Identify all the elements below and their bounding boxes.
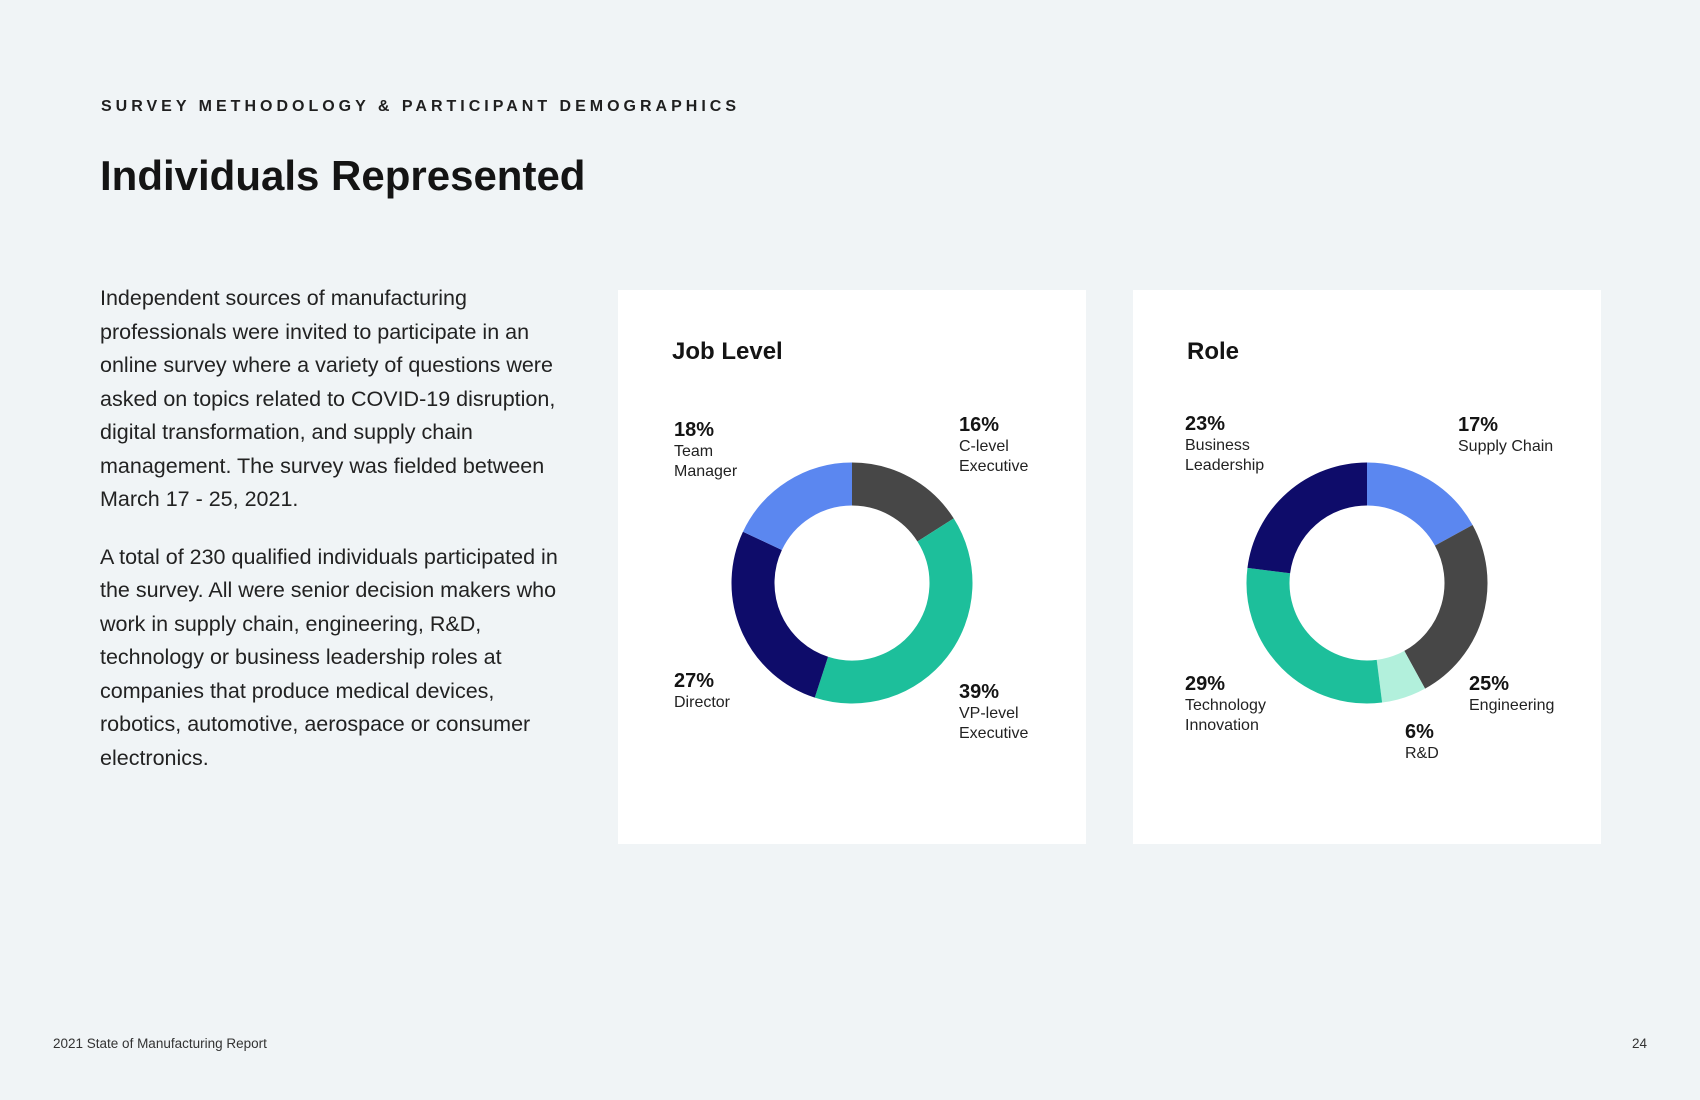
role-label-r-and-d: 6% R&D [1405, 720, 1439, 764]
role-label-technology-innovation: 29% Technology Innovation [1185, 672, 1266, 735]
donut-slice-3 [742, 462, 853, 551]
slice-name: Supply Chain [1458, 438, 1554, 455]
slice-name: Director [674, 694, 731, 711]
donut-slice-1 [1403, 524, 1488, 689]
intro-text: Independent sources of manufacturing pro… [100, 282, 570, 799]
slice-name: Engineering [1469, 697, 1555, 714]
donut-slice-4 [1247, 462, 1368, 575]
footer-report-name: 2021 State of Manufacturing Report [53, 1036, 267, 1051]
slice-percent: 39% [959, 681, 1000, 703]
donut-slice-0 [851, 462, 954, 543]
donut-slice-3 [1246, 567, 1383, 704]
slice-percent: 6% [1405, 721, 1434, 743]
slice-name: C-level Executive [959, 438, 1029, 475]
job-level-card: Job Level 16% C-level Executive 39% VP-l… [618, 290, 1086, 844]
role-label-supply-chain: 17% Supply Chain [1458, 413, 1553, 457]
role-donut [1246, 462, 1488, 704]
job-level-label-c-level: 16% C-level Executive [959, 413, 1028, 476]
footer-page-number: 24 [1632, 1036, 1648, 1051]
slice-name: R&D [1405, 745, 1439, 762]
job-level-label-director: 27% Director [674, 669, 730, 713]
donut-slice-0 [1366, 462, 1473, 547]
slice-percent: 17% [1458, 414, 1499, 436]
slice-percent: 18% [674, 419, 715, 441]
slice-name: VP-level Executive [959, 705, 1029, 742]
slice-name: Business Leadership [1185, 437, 1265, 474]
role-label-business-leadership: 23% Business Leadership [1185, 412, 1264, 475]
donut-slice-2 [731, 531, 829, 698]
job-level-label-team-manager: 18% Team Manager [674, 418, 737, 481]
role-label-engineering: 25% Engineering [1469, 672, 1554, 716]
job-level-title: Job Level [672, 338, 783, 365]
slice-percent: 25% [1469, 673, 1510, 695]
slice-name: Technology Innovation [1185, 697, 1266, 734]
job-level-donut [731, 462, 973, 704]
donut-slice-1 [814, 518, 973, 704]
role-card: Role 17% Supply Chain 25% Engineering 6%… [1133, 290, 1601, 844]
slice-percent: 16% [959, 414, 1000, 436]
slice-percent: 27% [674, 670, 715, 692]
job-level-label-vp-level: 39% VP-level Executive [959, 680, 1028, 743]
role-title: Role [1187, 338, 1240, 365]
intro-paragraph-2: A total of 230 qualified individuals par… [100, 544, 558, 770]
slice-percent: 23% [1185, 413, 1226, 435]
slice-percent: 29% [1185, 673, 1226, 695]
slice-name: Team Manager [674, 443, 738, 480]
intro-paragraph-1: Independent sources of manufacturing pro… [100, 286, 556, 511]
page-title: Individuals Represented [100, 152, 586, 199]
donut-slice-2 [1375, 650, 1426, 703]
eyebrow-heading: SURVEY METHODOLOGY & PARTICIPANT DEMOGRA… [101, 98, 741, 115]
